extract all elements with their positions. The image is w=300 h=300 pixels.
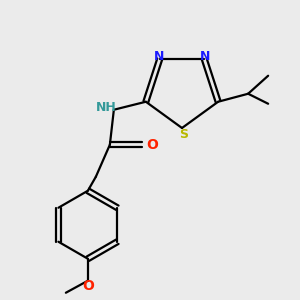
Text: S: S	[179, 128, 188, 140]
Text: O: O	[82, 279, 94, 293]
Text: O: O	[146, 138, 158, 152]
Text: NH: NH	[95, 101, 116, 114]
Text: N: N	[154, 50, 164, 63]
Text: N: N	[200, 50, 211, 63]
